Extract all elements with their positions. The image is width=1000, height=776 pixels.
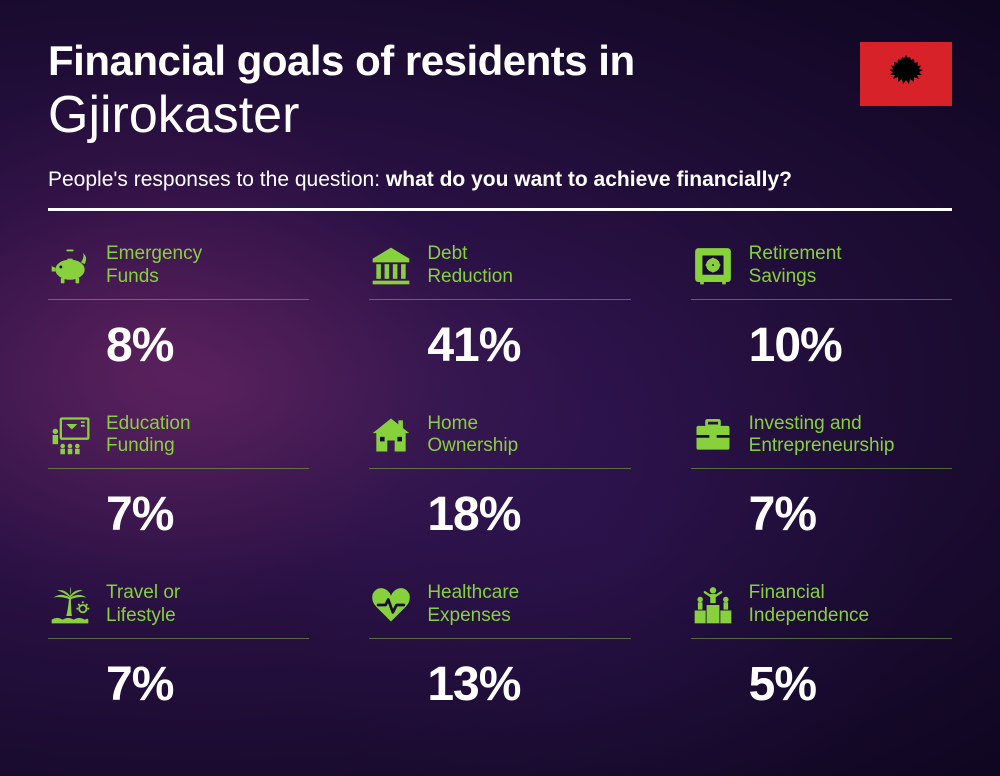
stat-healthcare: HealthcareExpenses 13% [369,582,630,712]
subtitle: People's responses to the question: what… [48,168,952,192]
stat-label: HealthcareExpenses [427,582,519,628]
flag-albania [860,42,952,106]
title-line2: Gjirokaster [48,86,860,146]
stat-header: DebtReduction [369,243,630,300]
piggy-bank-icon [48,244,92,288]
stat-travel-lifestyle: Travel orLifestyle 7% [48,582,309,712]
stat-value: 18% [427,487,630,542]
stat-label: EducationFunding [106,413,191,459]
podium-icon [691,583,735,627]
stat-value: 7% [749,487,952,542]
bank-icon [369,244,413,288]
stat-investing: Investing andEntrepreneurship 7% [691,413,952,543]
eagle-icon [881,49,931,99]
heart-pulse-icon [369,583,413,627]
stat-value: 41% [427,318,630,373]
stat-header: HomeOwnership [369,413,630,470]
stat-home-ownership: HomeOwnership 18% [369,413,630,543]
header: Financial goals of residents in Gjirokas… [48,38,952,146]
stat-financial-independence: FinancialIndependence 5% [691,582,952,712]
stat-retirement-savings: RetirementSavings 10% [691,243,952,373]
stat-header: Investing andEntrepreneurship [691,413,952,470]
stat-education-funding: EducationFunding 7% [48,413,309,543]
stat-header: RetirementSavings [691,243,952,300]
stat-label: RetirementSavings [749,243,842,289]
stat-value: 10% [749,318,952,373]
title-line1: Financial goals of residents in [48,38,860,84]
stat-emergency-funds: EmergencyFunds 8% [48,243,309,373]
stat-label: DebtReduction [427,243,513,289]
palm-icon [48,583,92,627]
briefcase-icon [691,413,735,457]
stat-value: 7% [106,487,309,542]
stat-header: HealthcareExpenses [369,582,630,639]
stat-header: Travel orLifestyle [48,582,309,639]
subtitle-bold: what do you want to achieve financially? [386,168,792,191]
stat-value: 7% [106,657,309,712]
title-block: Financial goals of residents in Gjirokas… [48,38,860,146]
stat-header: EmergencyFunds [48,243,309,300]
stat-header: EducationFunding [48,413,309,470]
divider [48,208,952,211]
stat-value: 13% [427,657,630,712]
house-icon [369,413,413,457]
stat-value: 8% [106,318,309,373]
stat-value: 5% [749,657,952,712]
stat-label: FinancialIndependence [749,582,869,628]
stat-label: HomeOwnership [427,413,518,459]
stat-debt-reduction: DebtReduction 41% [369,243,630,373]
stats-grid: EmergencyFunds 8% DebtReduction 41% Reti… [48,243,952,712]
stat-label: Investing andEntrepreneurship [749,413,895,459]
stat-label: EmergencyFunds [106,243,202,289]
stat-label: Travel orLifestyle [106,582,180,628]
education-icon [48,413,92,457]
subtitle-prefix: People's responses to the question: [48,168,386,191]
stat-header: FinancialIndependence [691,582,952,639]
safe-icon [691,244,735,288]
